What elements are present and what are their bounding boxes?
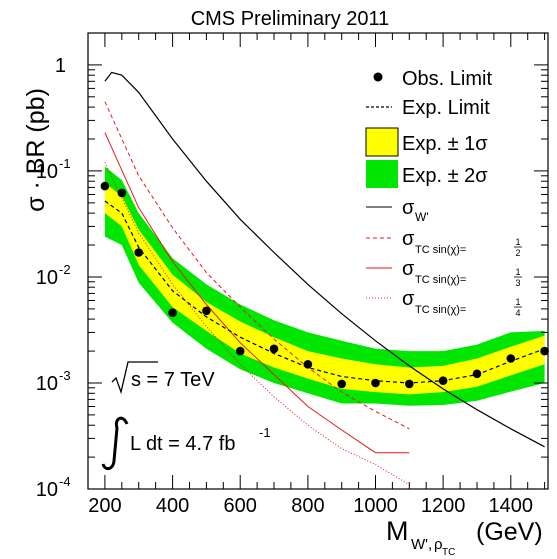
legend-tc3-num: 1 bbox=[515, 267, 520, 277]
sigma-tc-third-curve bbox=[104, 132, 410, 454]
legend-tc3-sub: TC sin(χ)= bbox=[415, 274, 466, 286]
y-tick-label: 10 bbox=[36, 161, 58, 183]
x-axis-label-sub3: TC bbox=[442, 547, 455, 558]
obs-limit-point bbox=[438, 376, 448, 386]
legend-tc4-sub: TC sin(χ)= bbox=[415, 304, 466, 316]
legend-tc2-label: σ bbox=[402, 228, 415, 250]
chart-title: CMS Preliminary 2011 bbox=[191, 8, 390, 30]
legend-tc2-den: 2 bbox=[515, 248, 520, 258]
band-1sigma bbox=[104, 183, 545, 395]
x-axis-label: M W', ρ TC (GeV) bbox=[386, 516, 543, 558]
x-tick-label: 800 bbox=[291, 495, 324, 517]
y-axis-label: σ · BR (pb) bbox=[22, 88, 50, 212]
y-tick-label-exponent: -2 bbox=[59, 262, 71, 277]
band-1sigma-layer bbox=[104, 183, 545, 395]
sqrt-s-text: s = 7 TeV bbox=[131, 369, 215, 391]
legend-tc3-den: 3 bbox=[515, 278, 520, 288]
x-tick-label: 1400 bbox=[489, 495, 534, 517]
x-tick-label: 1000 bbox=[353, 495, 398, 517]
legend-band1-swatch bbox=[365, 127, 399, 157]
luminosity-text: L dt = 4.7 fb bbox=[130, 433, 235, 455]
legend-tc4-den: 4 bbox=[515, 308, 520, 318]
band-2sigma-layer bbox=[104, 166, 545, 406]
theory-curves-layer bbox=[104, 71, 545, 486]
legend-obs-label: Obs. Limit bbox=[402, 68, 492, 90]
x-axis-label-sub2: ρ bbox=[434, 536, 443, 553]
y-tick-label: 10 bbox=[36, 373, 58, 395]
obs-limit-point bbox=[168, 308, 177, 318]
y-tick-label-exponent: -4 bbox=[59, 474, 71, 489]
obs-limit-point bbox=[202, 306, 211, 316]
x-axis-label-unit: (GeV) bbox=[476, 518, 543, 546]
obs-limit-point bbox=[506, 354, 516, 363]
legend-band2-swatch bbox=[366, 160, 398, 188]
sigma-tc-half-curve bbox=[104, 101, 410, 430]
legend-tc3-label: σ bbox=[402, 258, 415, 280]
legend-tc2-sub: TC sin(χ)= bbox=[415, 244, 466, 256]
x-axis-label-sub1: W', bbox=[411, 536, 432, 553]
obs-limit-point bbox=[371, 378, 380, 388]
sqrt-s-annotation: s = 7 TeV bbox=[111, 361, 215, 395]
expected-limit-layer bbox=[104, 200, 545, 384]
legend: Obs. Limit Exp. Limit Exp. ± 1σ Exp. ± 2… bbox=[365, 68, 522, 318]
legend-tc4-label: σ bbox=[402, 288, 415, 310]
integral-symbol bbox=[101, 416, 129, 470]
obs-limit-point bbox=[117, 188, 127, 198]
sigma-wprime-curve bbox=[104, 71, 545, 448]
axes-layer: 200 400 600 800 1000 1200 140010-410-310-210-1… bbox=[36, 32, 549, 517]
y-tick-label: 10 bbox=[36, 267, 58, 289]
obs-limit-point bbox=[405, 379, 414, 389]
legend-wprime-sub: W' bbox=[415, 210, 429, 224]
y-tick-label: 1 bbox=[55, 55, 66, 77]
band-2sigma bbox=[104, 166, 545, 406]
x-tick-label: 600 bbox=[224, 495, 257, 517]
sigma-tc-quarter-curve bbox=[104, 162, 410, 486]
obs-limit-point bbox=[235, 346, 245, 356]
expected-limit-line bbox=[104, 200, 545, 384]
y-tick-label-exponent: -3 bbox=[59, 368, 71, 383]
legend-tc4-num: 1 bbox=[515, 297, 520, 307]
legend-exp-label: Exp. Limit bbox=[402, 97, 490, 119]
obs-limit-point bbox=[269, 344, 279, 354]
obs-limit-point bbox=[472, 369, 482, 379]
x-tick-label: 200 bbox=[88, 495, 121, 517]
x-axis-label-main: M bbox=[386, 516, 409, 546]
obs-limit-point bbox=[100, 181, 110, 191]
legend-obs-marker bbox=[373, 72, 383, 82]
y-tick-label: 10 bbox=[36, 479, 58, 501]
obs-limit-point bbox=[134, 248, 143, 257]
legend-band1-label: Exp. ± 1σ bbox=[402, 133, 488, 155]
luminosity-annotation: L dt = 4.7 fb -1 bbox=[101, 416, 271, 470]
observed-limit-layer bbox=[100, 181, 549, 389]
luminosity-exponent: -1 bbox=[259, 425, 271, 440]
x-tick-label: 1200 bbox=[421, 495, 466, 517]
legend-band2-label: Exp. ± 2σ bbox=[402, 165, 488, 187]
obs-limit-point bbox=[303, 360, 313, 369]
legend-tc2-num: 1 bbox=[515, 237, 520, 247]
x-tick-label: 400 bbox=[156, 495, 189, 517]
sqrt-symbol bbox=[111, 361, 158, 395]
plot-frame bbox=[87, 32, 549, 490]
obs-limit-point bbox=[337, 379, 347, 389]
y-tick-label-exponent: -1 bbox=[59, 156, 71, 171]
legend-wprime-label: σ bbox=[402, 197, 415, 219]
